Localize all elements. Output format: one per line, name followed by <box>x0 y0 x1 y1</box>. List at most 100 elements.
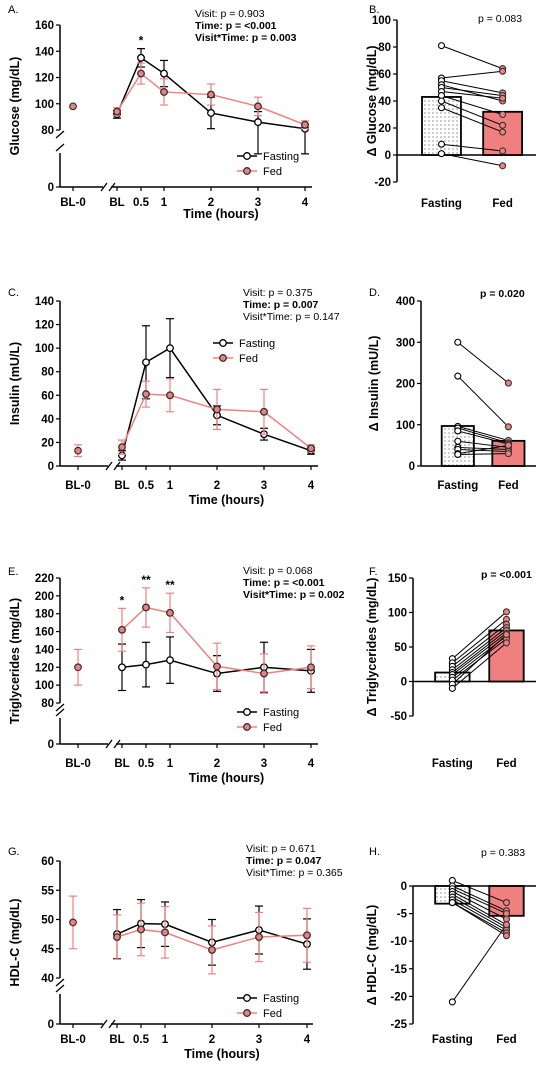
paired-line <box>441 153 503 167</box>
y-axis-label: Glucose (mg/dL) <box>8 57 22 156</box>
y-tick-label: -20 <box>374 177 391 189</box>
x-tick-label: 2 <box>209 1034 215 1046</box>
y-tick-label: 160 <box>35 627 54 639</box>
fed-subject-point <box>502 631 511 639</box>
fed-point <box>207 90 215 99</box>
y-tick-label: 180 <box>35 609 54 621</box>
paired-line <box>441 80 503 94</box>
fed-point <box>118 625 126 634</box>
paired-line <box>457 430 509 445</box>
fed-point <box>160 87 168 96</box>
y-tick-label: 100 <box>396 420 415 432</box>
y-tick-label: 0 <box>48 182 54 194</box>
line-chart-panel-2: C. 0 20 40 60 80 100 120 140 Insulin (mU/L) BL-0 BL… <box>8 287 318 507</box>
x-axis-label: Time (hours) <box>184 1047 259 1061</box>
anova-stat-line: Time: p = 0.047 <box>246 855 322 867</box>
paired-line <box>441 87 503 97</box>
paired-line <box>441 107 503 133</box>
x-tick-label: BL-0 <box>60 197 86 209</box>
fed-point <box>255 933 263 941</box>
y-tick-label: 400 <box>396 296 415 308</box>
fed-point <box>113 107 121 116</box>
paired-line <box>452 634 507 685</box>
fed-subject-point <box>504 450 512 458</box>
legend-fed-label: Fed <box>263 1008 282 1020</box>
anova-stat-line: Visit*Time: p = 0.002 <box>243 589 345 601</box>
y-tick-label: 100 <box>388 608 407 620</box>
paired-line <box>452 896 507 928</box>
fasting-series-line <box>121 347 312 456</box>
legend-fed-marker <box>243 167 251 175</box>
legend-fed-marker <box>219 354 227 362</box>
fed-subject-point <box>502 921 511 929</box>
fed-point <box>118 443 126 452</box>
anova-stat-line: Visit: p = 0.068 <box>243 565 313 577</box>
x-tick-label: 2 <box>208 197 214 209</box>
fasting-subject-point <box>437 42 446 50</box>
fasting-subject-point <box>454 437 462 445</box>
legend-fed-label: Fed <box>263 722 282 734</box>
fed-series-line <box>121 606 312 675</box>
y-tick-label: 0 <box>401 677 407 689</box>
fed-point <box>254 102 262 111</box>
significance-mark: ** <box>165 578 175 592</box>
x-tick-label: BL-0 <box>60 1034 86 1046</box>
x-tick-label: BL-0 <box>65 480 91 492</box>
y-axis-label: Insulin (mU/L) <box>8 342 22 425</box>
anova-stat-line: Time: p = <0.001 <box>195 20 277 32</box>
fed-point <box>113 933 121 941</box>
x-tick-label: 0.5 <box>138 480 155 492</box>
y-tick-label: -15 <box>390 964 407 976</box>
paired-line <box>457 375 509 428</box>
y-tick-label: 0 <box>401 881 407 893</box>
paired-line <box>452 630 507 673</box>
paired-line <box>457 444 509 455</box>
y-tick-label: 40 <box>41 414 54 426</box>
fed-point <box>260 407 268 416</box>
x-tick-label: 1 <box>162 1034 169 1046</box>
y-tick-label: 50 <box>41 915 54 927</box>
y-tick-label: 120 <box>35 662 54 674</box>
y-tick-label: 160 <box>35 20 54 32</box>
significance-mark: * <box>120 593 125 607</box>
legend-fasting-marker <box>243 994 251 1002</box>
y-tick-label: 50 <box>394 642 407 654</box>
paired-line <box>441 84 503 102</box>
x-tick-label: 4 <box>302 197 309 209</box>
legend-fasting-marker <box>219 339 227 347</box>
paired-line <box>457 449 509 453</box>
y-axis-break-mark <box>55 978 65 993</box>
fed-series-line <box>116 72 306 126</box>
y-tick-label: 20 <box>41 437 54 449</box>
fed-point <box>166 391 174 400</box>
y-axis-break-mark <box>55 130 65 152</box>
y-tick-label: 80 <box>41 125 54 137</box>
paired-test-stat: p = 0.020 <box>480 288 525 300</box>
y-tick-label: 120 <box>35 73 54 85</box>
panel-letter: D. <box>369 287 380 299</box>
x-tick-label: BL <box>114 758 129 770</box>
legend-fed-marker <box>243 723 251 731</box>
y-tick-label: 140 <box>35 296 54 308</box>
fasting-point <box>142 358 150 367</box>
fasting-point <box>207 108 215 117</box>
paired-line <box>452 893 507 926</box>
x-tick-label: 3 <box>256 1034 262 1046</box>
baseline-point <box>69 918 77 927</box>
line-chart-panel-4: E. 80 100 120 140 160 180 200 220 0 Triglycerides … <box>8 566 318 785</box>
x-axis-label: Time (hours) <box>189 493 264 507</box>
panel-letter: C. <box>8 287 19 299</box>
x-tick-label: 3 <box>261 480 267 492</box>
fed-subject-point <box>499 110 507 119</box>
fed-point <box>307 444 315 453</box>
fed-subject-point <box>499 94 507 102</box>
panel-letter: A. <box>8 4 18 16</box>
y-tick-label: 140 <box>35 644 54 656</box>
y-tick-label: 100 <box>35 99 54 111</box>
fasting-subject-point <box>454 372 462 380</box>
fasting-subject-point <box>454 427 462 435</box>
y-tick-label: 100 <box>35 343 54 355</box>
paired-line <box>451 924 507 1003</box>
paired-line <box>452 885 507 912</box>
fed-subject-point <box>502 639 511 647</box>
